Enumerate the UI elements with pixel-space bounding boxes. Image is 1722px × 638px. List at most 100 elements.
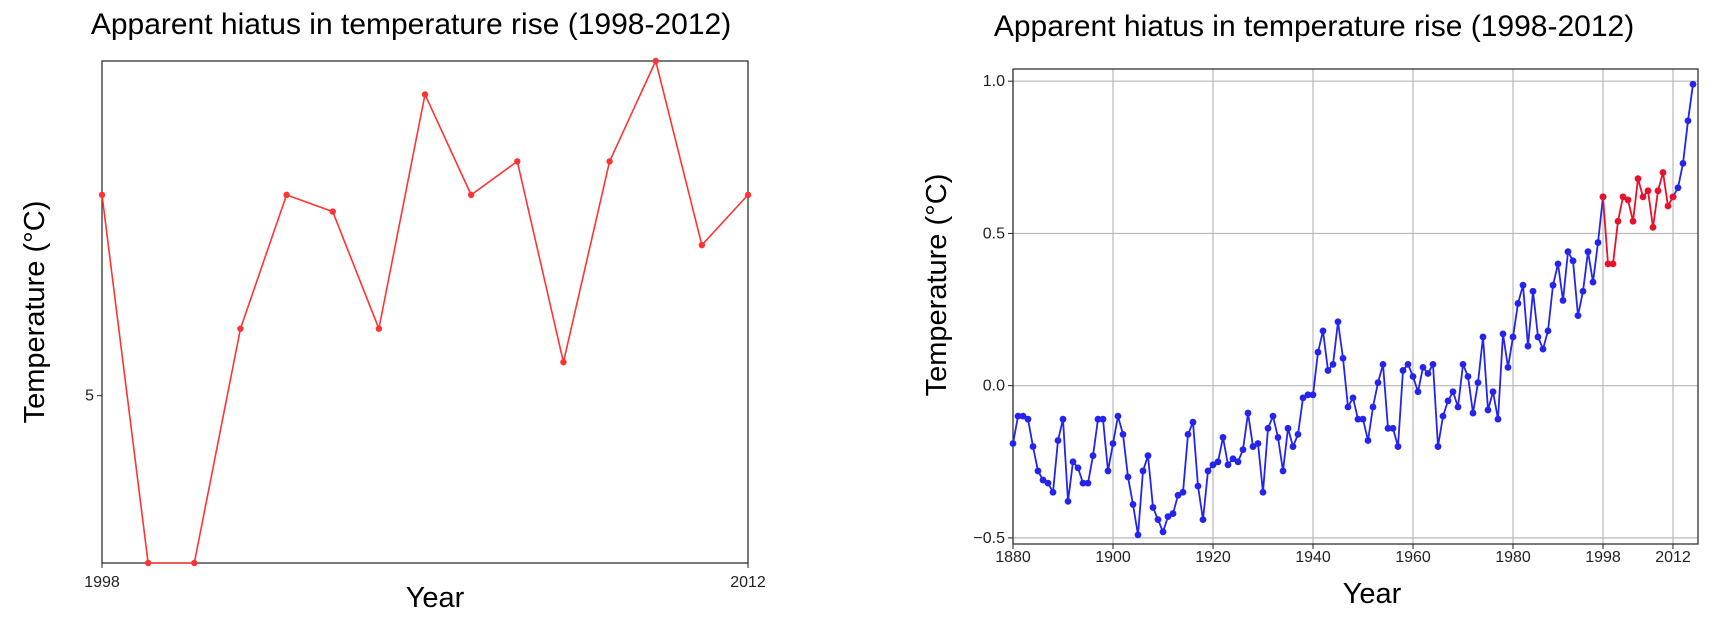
data-point	[1549, 281, 1557, 289]
data-point	[744, 191, 752, 199]
data-point	[1529, 287, 1537, 295]
data-point	[1569, 257, 1577, 265]
data-point	[1324, 367, 1332, 374]
data-point	[1434, 443, 1442, 450]
data-point	[1544, 327, 1552, 335]
x-tick-label: 2012	[730, 574, 766, 591]
data-point	[1344, 403, 1352, 411]
data-point	[1064, 497, 1072, 505]
y-axis-label: Temperature (°C)	[19, 201, 51, 424]
data-point	[1439, 412, 1447, 420]
data-point	[1109, 440, 1117, 447]
data-point	[1164, 513, 1172, 520]
data-point	[1039, 476, 1047, 484]
chart: Apparent hiatus in temperature rise (199…	[19, 8, 766, 614]
data-point	[1154, 516, 1162, 524]
data-point	[1559, 297, 1567, 304]
data-point	[1649, 223, 1657, 231]
data-point	[1429, 360, 1437, 368]
data-point	[1464, 373, 1472, 380]
data-point	[1124, 473, 1132, 481]
data-point	[1129, 501, 1137, 508]
data-point	[1174, 491, 1182, 499]
data-point	[1594, 239, 1602, 246]
x-tick-label: 1998	[1585, 549, 1621, 566]
data-point	[1674, 184, 1682, 192]
data-point	[98, 191, 106, 199]
data-point	[1574, 312, 1582, 320]
data-point	[1599, 193, 1607, 201]
data-point	[1139, 467, 1147, 475]
data-point	[1259, 488, 1267, 496]
data-point	[1639, 193, 1647, 201]
data-point	[1359, 415, 1367, 423]
data-point	[1264, 424, 1272, 432]
data-point	[1419, 363, 1427, 371]
data-point	[1279, 467, 1287, 475]
y-tick-label: 5	[85, 388, 94, 405]
data-point	[606, 158, 613, 165]
y-tick-label: 0.5	[983, 225, 1005, 242]
data-point	[1059, 415, 1067, 423]
data-point	[1379, 360, 1387, 368]
data-point	[1669, 193, 1677, 201]
data-point	[560, 359, 567, 366]
chart-title: Apparent hiatus in temperature rise (199…	[994, 10, 1634, 43]
data-point	[1619, 193, 1627, 201]
data-point	[1229, 455, 1237, 463]
data-point	[1614, 217, 1622, 225]
data-point	[1479, 333, 1487, 341]
data-point	[1194, 482, 1202, 490]
data-point	[1644, 187, 1652, 195]
data-point	[1244, 409, 1252, 417]
x-tick-label: 1998	[84, 574, 120, 591]
data-point	[467, 191, 475, 199]
data-point	[421, 91, 429, 98]
data-point	[1349, 394, 1357, 402]
data-point	[1374, 379, 1382, 387]
x-axis-label: Year	[1343, 578, 1402, 610]
data-point	[1489, 388, 1497, 396]
data-point	[1029, 443, 1037, 450]
plot-frame	[1012, 68, 1699, 545]
data-point	[1224, 461, 1232, 469]
data-point	[1044, 479, 1052, 487]
data-point	[514, 158, 521, 165]
x-axis-label: Year	[406, 582, 465, 614]
data-point	[1459, 360, 1467, 368]
data-point	[1234, 458, 1242, 466]
data-point	[1084, 479, 1092, 487]
data-point	[1269, 412, 1277, 420]
x-tick-label: 1920	[1195, 549, 1231, 566]
data-point	[1289, 443, 1297, 450]
data-point	[1074, 464, 1082, 472]
data-point	[1309, 391, 1317, 399]
data-point	[1679, 159, 1687, 167]
data-point	[1509, 333, 1517, 341]
data-point	[1394, 443, 1402, 450]
plot-frame	[101, 60, 749, 564]
data-point	[1589, 278, 1597, 286]
y-tick-label: −0.5	[973, 530, 1005, 547]
data-point	[1499, 330, 1507, 338]
data-point	[1409, 373, 1417, 380]
data-point	[1584, 248, 1592, 256]
data-line	[101, 60, 749, 564]
data-point	[1099, 415, 1107, 423]
data-point	[1089, 452, 1097, 460]
data-point	[1314, 348, 1322, 356]
data-point	[1449, 388, 1457, 396]
data-point	[1014, 412, 1022, 420]
data-point	[652, 57, 659, 65]
data-point	[1539, 345, 1547, 353]
x-tick-label: 1940	[1295, 549, 1331, 566]
data-point	[1304, 391, 1312, 399]
data-point	[1209, 461, 1217, 469]
data-point	[1104, 467, 1112, 475]
data-point	[1219, 434, 1227, 441]
data-point	[1689, 80, 1697, 88]
data-point	[1214, 458, 1222, 466]
data-point	[144, 559, 152, 567]
